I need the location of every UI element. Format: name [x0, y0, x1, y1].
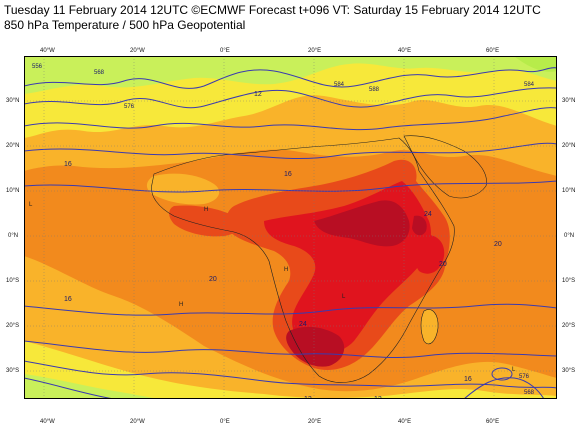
geopot-label: 584	[334, 82, 345, 88]
geopot-label: 556	[32, 64, 43, 70]
temp-label: 12	[304, 396, 312, 399]
lat-label-left: 0°N	[8, 233, 19, 239]
temp-patch-madagascar	[421, 309, 439, 344]
lon-label-top: 60°E	[486, 48, 500, 54]
temperature-labels: 12 16 16 20 20 24 24 20 16 16 12 12	[64, 91, 502, 399]
geopot-label: 568	[94, 70, 105, 76]
temp-patch-24-28-west-africa	[169, 205, 240, 237]
lat-label-left: 20°N	[6, 143, 20, 149]
lat-label-left: 10°S	[6, 278, 20, 284]
lat-label-right: 20°S	[562, 323, 576, 329]
map-frame	[24, 56, 557, 399]
temp-label: 20	[494, 241, 502, 248]
lat-label-right: 30°N	[562, 98, 576, 104]
lat-label-right: 0°N	[564, 233, 575, 239]
chart-title: Tuesday 11 February 2014 12UTC ©ECMWF Fo…	[4, 3, 541, 17]
lon-label-bottom: 20°W	[130, 419, 145, 425]
temp-band-32-plus-core	[314, 200, 410, 247]
geopot-label: 576	[124, 104, 135, 110]
lat-label-right: 10°N	[562, 188, 576, 194]
lat-label-left: 20°S	[6, 323, 20, 329]
temp-label: 20	[209, 276, 217, 283]
temp-label: 16	[64, 296, 72, 303]
lon-label-top: 0°E	[220, 48, 230, 54]
temp-label: 12	[254, 91, 262, 98]
temp-patch-16-20-west	[146, 173, 220, 205]
lat-label-right: 20°N	[562, 143, 576, 149]
temp-label: 24	[424, 211, 432, 218]
pressure-marker: H	[204, 207, 208, 213]
lon-label-top: 40°E	[398, 48, 412, 54]
pressure-marker: L	[342, 294, 346, 300]
lon-label-bottom: 0°E	[220, 419, 230, 425]
pressure-marker: L	[29, 202, 33, 208]
geopotential-contours	[24, 67, 557, 399]
lat-label-right: 30°S	[562, 368, 576, 374]
coastline-arabia	[403, 135, 487, 199]
lon-label-bottom: 20°E	[308, 419, 322, 425]
lon-label-bottom: 60°E	[486, 419, 500, 425]
geopot-label: 576	[519, 374, 530, 380]
temp-band-12-16-south	[24, 341, 557, 399]
lon-label-bottom: 40°W	[40, 419, 55, 425]
chart-subtitle: 850 hPa Temperature / 500 hPa Geopotenti…	[4, 18, 246, 32]
temp-patch-cold-bottom-left	[24, 374, 164, 399]
temp-patch-32-plus-east	[412, 215, 427, 236]
lat-label-left: 30°N	[6, 98, 20, 104]
geopotential-labels: 556 568 576 584 588 584 576 568	[32, 64, 535, 396]
temp-patch-cold-top-right	[514, 56, 557, 72]
forecast-map: 12 16 16 20 20 24 24 20 16 16 12 12 556 …	[24, 56, 557, 399]
lon-label-top: 20°W	[130, 48, 145, 54]
pressure-marker: L	[512, 367, 516, 373]
temp-label: 16	[64, 161, 72, 168]
temp-patch-28-32-east	[413, 234, 445, 274]
pressure-marker: H	[179, 302, 183, 308]
lat-label-left: 30°S	[6, 368, 20, 374]
geopot-label: 584	[524, 82, 535, 88]
temp-band-32-plus-south	[286, 326, 345, 367]
pressure-markers: H L L H L H	[29, 202, 516, 373]
pressure-marker: H	[284, 267, 288, 273]
temp-label: 24	[299, 321, 307, 328]
lon-label-bottom: 40°E	[398, 419, 412, 425]
coastline-madagascar	[420, 309, 439, 345]
geopot-label: 568	[524, 390, 535, 396]
temp-label: 12	[374, 396, 382, 399]
geopot-label: 588	[369, 87, 380, 93]
temperature-map-svg: 12 16 16 20 20 24 24 20 16 16 12 12 556 …	[24, 56, 557, 399]
chart-header: Tuesday 11 February 2014 12UTC ©ECMWF Fo…	[4, 3, 582, 33]
temp-label: 16	[464, 376, 472, 383]
temp-band-16-20-south	[24, 256, 557, 399]
lat-label-left: 10°N	[6, 188, 20, 194]
lat-label-right: 10°S	[562, 278, 576, 284]
temp-label: 20	[439, 261, 447, 268]
lon-label-top: 40°W	[40, 48, 55, 54]
lon-label-top: 20°E	[308, 48, 322, 54]
graticule	[24, 56, 557, 399]
temp-label: 16	[284, 171, 292, 178]
